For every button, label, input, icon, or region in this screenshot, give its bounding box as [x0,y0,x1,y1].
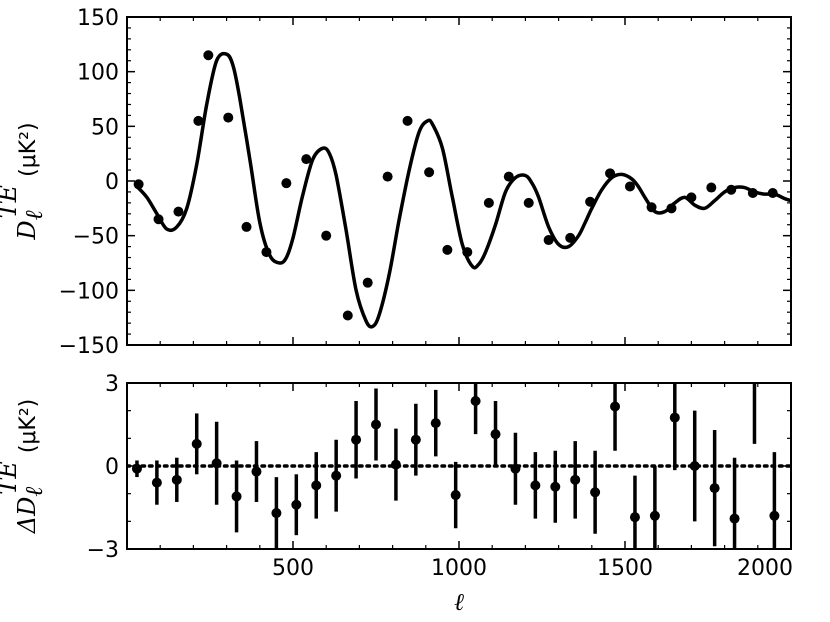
data-point [342,310,353,321]
residual-point [351,434,362,445]
data-point [424,167,435,178]
bottom-panel: −3 0 3 500 1000 1500 2000 ΔDℓTE(μK²) ℓ [0,372,793,616]
y-tick-label: −3 [87,538,119,563]
top-ylabel: DℓTE(μK²) [0,122,48,240]
residual-point [211,458,222,469]
x-tick-label: 2000 [737,556,793,581]
residual-point [490,429,501,440]
residual-point [151,477,162,488]
y-tick-label: −100 [59,279,119,304]
data-point [153,214,164,225]
x-tick-label: 500 [272,556,314,581]
bottom-tick-labels: −3 0 3 500 1000 1500 2000 [87,372,793,581]
data-point [223,112,234,123]
residual-point [191,438,202,449]
residual-point [649,510,660,521]
data-point [543,235,554,246]
residual-point [131,463,142,474]
data-point [666,203,677,214]
y-tick-label: 0 [105,455,119,480]
residual-points [131,372,780,549]
top-tick-labels: −150 −100 −50 0 50 100 150 [59,6,119,359]
data-point [382,171,393,182]
data-point [565,232,576,243]
residual-point [570,474,581,485]
residual-point [331,470,342,481]
residual-point [251,466,262,477]
residual-point [590,487,601,498]
bottom-ticks [127,382,791,550]
data-point [203,50,214,61]
residual-point [450,490,461,501]
x-axis-label: ℓ [454,588,464,616]
data-point [241,221,252,232]
residual-point [171,474,182,485]
x-tick-label: 1000 [431,556,487,581]
residual-point [749,372,759,382]
data-point [462,247,473,258]
residual-point [610,401,621,412]
y-tick-label: −150 [59,334,119,359]
top-ticks [127,16,791,346]
residual-point [689,461,700,471]
residual-point [470,395,481,406]
residual-point [291,499,302,510]
x-tick-label: 1500 [597,556,653,581]
data-point [301,154,312,165]
data-point [173,206,184,217]
residual-point [390,459,401,470]
data-point [193,115,204,126]
data-point [321,230,332,241]
residual-point [410,434,421,445]
data-point [585,196,596,207]
data-point [646,202,657,213]
data-point [706,182,717,193]
data-point [605,168,616,179]
model-curve [135,51,791,329]
residual-point [629,512,640,523]
y-tick-label: 3 [105,372,119,397]
residual-point [271,508,282,519]
data-point [362,277,373,288]
residual-point [530,480,541,491]
data-point [503,171,514,182]
top-panel: −150 −100 −50 0 50 100 150 DℓTE(μK²) [0,6,792,359]
residual-point [371,419,381,430]
residual-point [311,480,322,491]
data-point [281,178,292,189]
residual-point [729,513,740,524]
y-tick-label: 150 [77,6,119,31]
residual-point [669,412,680,423]
bottom-ylabel: ΔDℓTE(μK²) [0,399,48,535]
data-point [523,197,534,208]
y-tick-label: 50 [91,115,119,140]
data-point [442,244,453,255]
y-tick-label: 100 [77,61,119,86]
data-point [767,188,778,199]
data-point [402,115,413,126]
data-point [624,181,635,192]
residual-point [769,510,780,521]
residual-point [231,491,242,502]
residual-point [709,483,720,494]
data-point [133,179,144,190]
data-point [726,184,737,195]
data-points [133,50,778,321]
top-axes-frame [126,16,792,346]
y-tick-label: 0 [105,170,119,195]
residual-point [430,418,441,429]
data-point [261,247,272,258]
data-point [686,192,697,203]
residual-point [550,481,561,492]
residual-point [510,463,521,474]
data-point [747,188,758,199]
data-point [483,197,494,208]
y-tick-label: −50 [73,225,119,250]
